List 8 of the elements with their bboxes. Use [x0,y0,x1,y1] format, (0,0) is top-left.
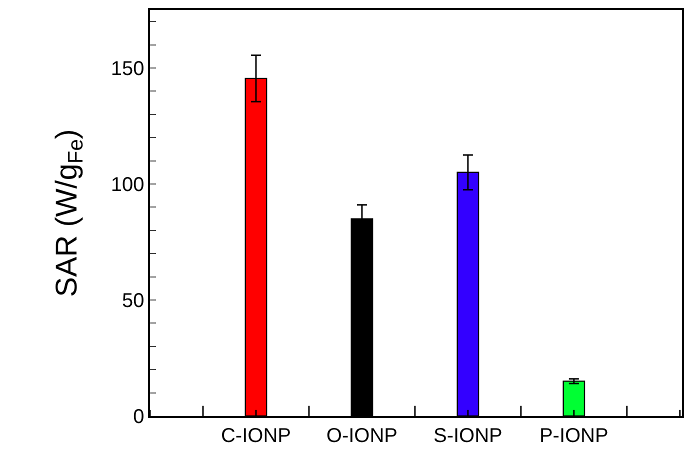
x-tick-label: P-IONP [539,424,608,447]
x-tick-label: C-IONP [220,424,291,447]
x-tick-label: O-IONP [326,424,398,447]
y-tick-label: 150 [110,58,144,80]
y-tick-label: 0 [133,406,144,428]
x-tick-label: S-IONP [433,424,502,447]
y-tick-label: 50 [122,290,144,312]
y-tick-label: 100 [110,174,144,196]
